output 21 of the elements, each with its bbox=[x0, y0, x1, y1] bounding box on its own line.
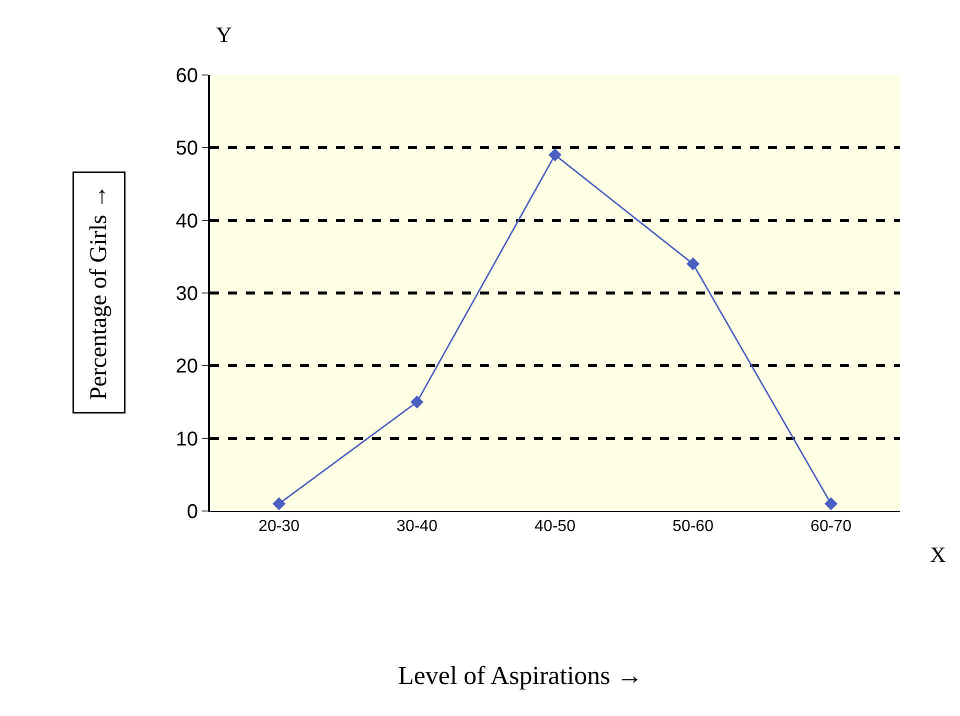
y-tick-label: 20 bbox=[176, 356, 198, 378]
x-tick-label: 40-50 bbox=[534, 518, 576, 536]
y-tick-label: 40 bbox=[176, 210, 198, 232]
y-tick-label: 60 bbox=[176, 65, 198, 87]
y-tick-label: 30 bbox=[176, 283, 198, 305]
x-tick-label: 60-70 bbox=[810, 518, 852, 536]
x-tick-label: 30-40 bbox=[396, 518, 438, 536]
text: Y bbox=[216, 22, 232, 47]
point bbox=[824, 497, 838, 510]
point bbox=[272, 497, 286, 510]
point bbox=[686, 257, 700, 270]
point bbox=[548, 148, 562, 162]
x-axis-title: Level of Aspirations → bbox=[398, 661, 643, 690]
y-tick-label: 0 bbox=[186, 501, 198, 523]
x-tick-label: 50-60 bbox=[672, 518, 714, 536]
y-axis-title: Percentage of Girls → bbox=[86, 184, 112, 400]
point bbox=[410, 396, 424, 408]
y-tick-label: 10 bbox=[176, 428, 198, 450]
text: X bbox=[930, 542, 946, 567]
x-tick-label: 20-30 bbox=[258, 518, 300, 536]
y-tick-label: 50 bbox=[176, 138, 198, 160]
